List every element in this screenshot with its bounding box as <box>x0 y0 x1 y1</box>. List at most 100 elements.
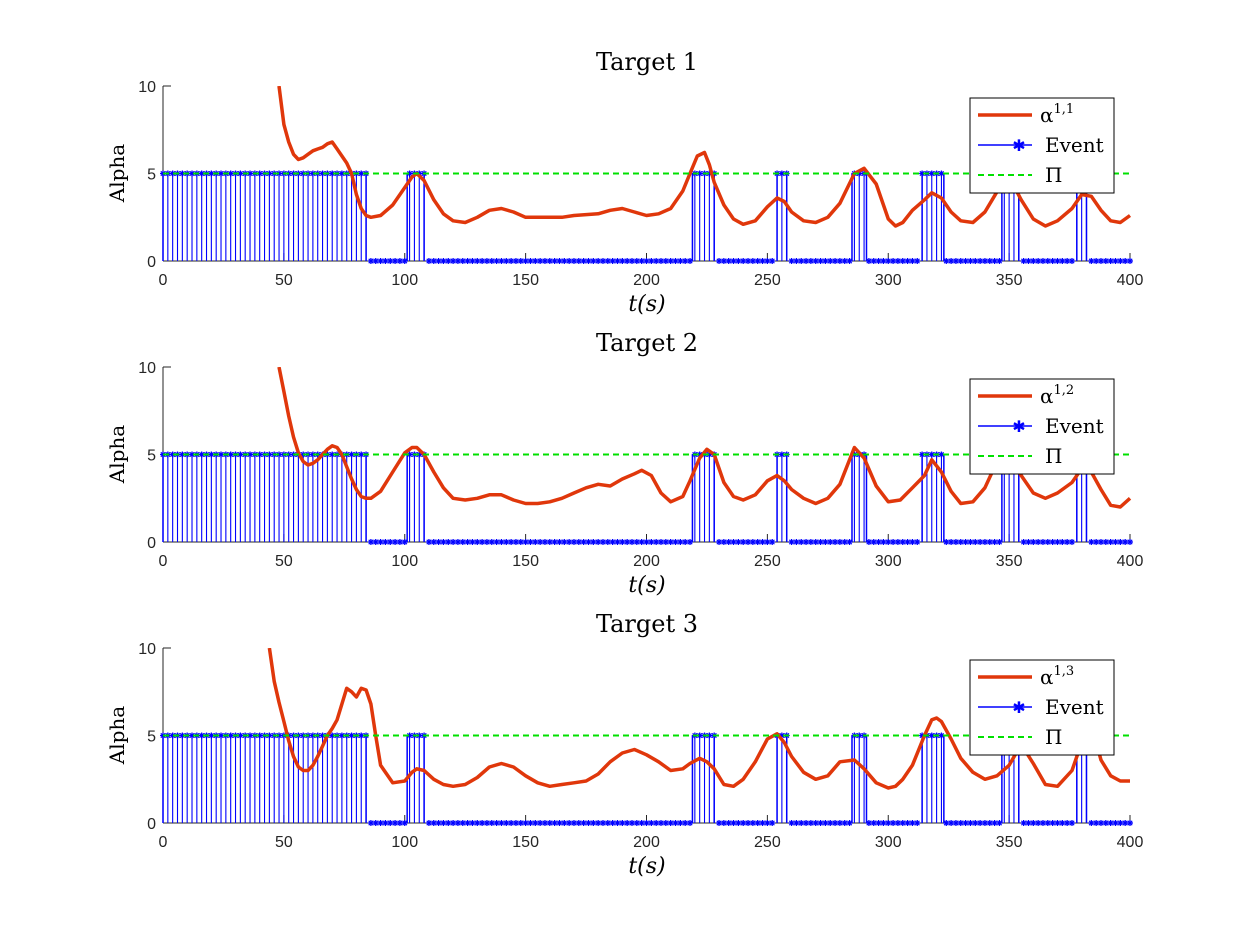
event-marker <box>1025 258 1032 264</box>
event-marker <box>532 258 538 264</box>
event-marker <box>793 820 799 826</box>
event-marker <box>629 820 635 826</box>
legend-label-pi: Π <box>1045 444 1062 468</box>
x-tick-label: 50 <box>275 272 293 289</box>
event-marker <box>518 258 524 264</box>
event-marker <box>556 539 563 545</box>
event-marker <box>527 539 534 545</box>
event-marker <box>668 820 674 826</box>
event-marker <box>436 820 442 826</box>
event-marker <box>465 820 471 826</box>
event-marker <box>769 258 775 264</box>
event-marker <box>479 258 485 264</box>
event-marker <box>581 539 587 545</box>
event-marker <box>498 820 505 826</box>
event-marker <box>339 732 345 739</box>
event-marker <box>996 820 1003 826</box>
x-tick-label: 250 <box>754 553 781 570</box>
y-axis-label: Alpha <box>105 144 129 204</box>
x-tick-label: 350 <box>996 272 1023 289</box>
event-marker <box>257 170 263 177</box>
event-marker <box>929 170 935 177</box>
event-marker <box>668 539 674 545</box>
event-marker <box>963 258 969 264</box>
event-marker <box>402 258 408 264</box>
x-tick-label: 100 <box>391 553 418 570</box>
event-marker <box>730 258 737 264</box>
event-marker <box>552 258 558 264</box>
event-marker <box>716 820 722 826</box>
event-marker <box>605 820 611 826</box>
event-marker <box>397 258 403 264</box>
event-marker <box>750 820 756 826</box>
event-marker <box>474 820 480 826</box>
event-marker <box>595 539 601 545</box>
event-marker <box>1127 258 1133 264</box>
event-marker <box>576 258 582 264</box>
event-marker <box>798 258 804 264</box>
event-marker <box>1098 258 1104 264</box>
event-marker <box>987 539 993 545</box>
event-marker <box>653 820 659 826</box>
event-marker <box>895 820 901 826</box>
event-marker <box>329 451 335 458</box>
event-marker <box>905 539 911 545</box>
event-marker <box>1021 539 1027 545</box>
event-marker <box>943 820 949 826</box>
event-marker <box>1093 820 1099 826</box>
event-marker <box>170 732 176 739</box>
event-marker <box>648 820 654 826</box>
y-tick-label: 5 <box>147 729 156 746</box>
event-marker <box>890 258 896 264</box>
event-marker <box>982 258 988 264</box>
event-marker <box>992 539 998 545</box>
event-marker <box>958 820 964 826</box>
event-marker <box>614 820 621 826</box>
event-marker <box>1064 820 1070 826</box>
asterisk-marker-icon: ✱ <box>1012 136 1025 155</box>
event-marker <box>460 820 466 826</box>
event-marker <box>508 258 514 264</box>
event-marker <box>542 820 548 826</box>
event-marker <box>368 539 374 545</box>
event-marker <box>228 170 234 177</box>
x-tick-label: 350 <box>996 553 1023 570</box>
event-marker <box>905 258 911 264</box>
event-marker <box>639 258 645 264</box>
event-marker <box>750 539 756 545</box>
event-marker <box>537 820 543 826</box>
event-marker <box>943 539 949 545</box>
event-marker <box>755 258 761 264</box>
event-marker <box>1108 539 1114 545</box>
x-tick-label: 200 <box>633 834 660 851</box>
event-marker <box>556 258 563 264</box>
event-marker <box>972 258 978 264</box>
legend-label-alpha: α1,2 <box>1040 383 1074 408</box>
event-marker <box>445 539 451 545</box>
event-marker <box>788 539 795 545</box>
event-marker <box>1112 539 1119 545</box>
event-marker <box>373 539 379 545</box>
event-marker <box>996 258 1003 264</box>
event-marker <box>740 539 746 545</box>
legend-label-event: Event <box>1045 695 1104 719</box>
x-tick-label: 150 <box>512 272 539 289</box>
event-marker <box>726 258 732 264</box>
event-marker <box>368 258 374 264</box>
event-marker <box>813 258 819 264</box>
event-marker <box>706 732 712 739</box>
event-marker <box>672 539 679 545</box>
event-marker <box>697 170 703 177</box>
event-marker <box>798 820 804 826</box>
event-marker <box>880 258 887 264</box>
event-marker <box>218 732 224 739</box>
event-marker <box>576 539 582 545</box>
event-marker <box>663 820 669 826</box>
event-marker <box>1021 258 1027 264</box>
event-marker <box>382 258 388 264</box>
event-marker <box>1064 258 1070 264</box>
event-marker <box>958 539 964 545</box>
event-marker <box>368 820 374 826</box>
event-marker <box>914 539 920 545</box>
